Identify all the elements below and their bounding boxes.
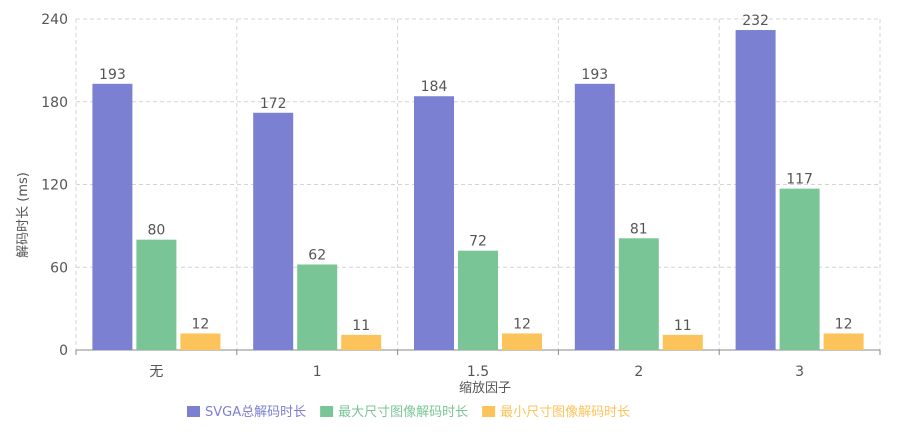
legend: SVGA总解码时长 最大尺寸图像解码时长 最小尺寸图像解码时长 (187, 405, 630, 420)
bar-value-label: 12 (191, 316, 209, 332)
y-axis-title: 解码时长 (ms) (16, 172, 31, 258)
bar (297, 264, 338, 350)
bar-value-label: 11 (352, 318, 370, 334)
bar (180, 333, 221, 350)
bar-value-label: 80 (147, 223, 165, 239)
bar (136, 239, 177, 350)
bar (662, 334, 703, 350)
bar-value-label: 62 (308, 247, 326, 263)
bar (618, 238, 659, 350)
bar (823, 333, 864, 350)
bar (779, 188, 820, 350)
legend-label[interactable]: SVGA总解码时长 (205, 405, 306, 420)
y-tick-label: 240 (41, 12, 68, 28)
y-tick-label: 120 (41, 178, 68, 194)
x-tick-label: 1.5 (467, 364, 489, 380)
bar-value-label: 232 (742, 13, 769, 29)
legend-swatch[interactable] (187, 406, 200, 417)
bar-value-label: 184 (421, 79, 448, 95)
x-tick-label: 2 (634, 364, 643, 380)
bar-value-label: 193 (99, 67, 126, 83)
y-tick-label: 60 (50, 260, 68, 276)
bar-value-label: 172 (260, 96, 287, 112)
watermark: 掘金技术社区 @ 星际码仔 (655, 399, 888, 423)
bar (458, 250, 498, 350)
bar-value-label: 72 (469, 234, 487, 250)
legend-swatch[interactable] (320, 406, 334, 417)
bar-value-label: 193 (581, 67, 608, 83)
x-axis-title: 缩放因子 (459, 380, 511, 396)
bar-value-label: 11 (674, 318, 692, 334)
bar (253, 112, 294, 351)
bar (414, 96, 454, 350)
legend-label[interactable]: 最小尺寸图像解码时长 (500, 405, 630, 420)
legend-swatch[interactable] (482, 406, 496, 417)
bar-value-label: 81 (630, 221, 648, 237)
data-labels: 193 172 184 193 232 80 62 72 81 117 12 11 12 11 12 (99, 13, 852, 334)
bar-value-label: 117 (786, 172, 813, 188)
bar-value-label: 12 (513, 316, 531, 332)
bar (502, 333, 542, 350)
bar (574, 83, 615, 350)
legend-label[interactable]: 最大尺寸图像解码时长 (338, 405, 468, 420)
bar (341, 334, 382, 350)
bar-value-label: 12 (835, 316, 853, 332)
x-tick-label: 3 (795, 364, 804, 380)
y-tick-label: 180 (41, 95, 68, 111)
bars (92, 30, 864, 351)
x-tick-label: 无 (149, 364, 163, 380)
bar (92, 83, 133, 350)
bar (735, 30, 776, 351)
x-tick-label: 1 (313, 364, 322, 380)
y-tick-label: 0 (59, 343, 68, 359)
